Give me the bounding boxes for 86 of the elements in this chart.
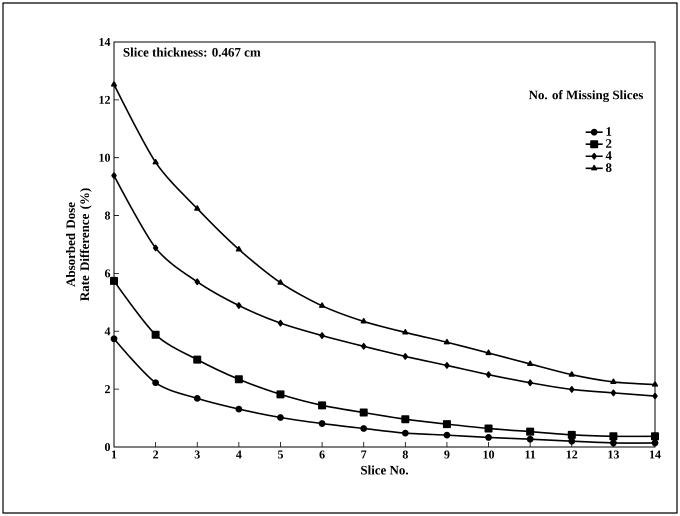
point: [194, 205, 200, 211]
point: [152, 158, 159, 164]
point: [569, 386, 575, 393]
y-tick-label: 10: [99, 154, 110, 162]
point: [360, 342, 366, 350]
point: [152, 379, 160, 386]
point: [111, 172, 117, 180]
legend-label: 2: [606, 139, 612, 148]
x-tick-label: 10: [484, 450, 494, 459]
y-tick-label: 0: [104, 442, 110, 452]
x-tick-label: 1: [112, 450, 116, 458]
point: [444, 362, 450, 369]
point: [527, 360, 534, 366]
y-tick-label: 8: [104, 212, 110, 220]
point: [444, 432, 450, 439]
point: [277, 414, 284, 421]
point: [610, 389, 616, 396]
point: [402, 353, 408, 360]
legend-title: No. of Missing Slices: [528, 90, 644, 102]
point: [568, 438, 576, 445]
point: [485, 350, 492, 356]
point: [193, 356, 202, 364]
legend-label: 1: [606, 127, 612, 136]
y-tick-label: 2: [105, 385, 110, 394]
x-tick-label: 14: [650, 450, 661, 458]
point: [485, 434, 492, 441]
point: [360, 318, 367, 324]
point: [401, 415, 410, 424]
point: [486, 371, 492, 378]
point: [652, 392, 658, 400]
legend-label: 8: [606, 163, 612, 172]
point: [652, 440, 658, 446]
point: [568, 371, 575, 377]
x-tick-label: 12: [566, 450, 578, 458]
point: [360, 425, 368, 432]
x-tick-label: 5: [278, 450, 284, 458]
point: [526, 436, 534, 443]
point: [194, 394, 201, 402]
y-tick-label: 6: [104, 269, 110, 278]
x-tick-label: 11: [525, 450, 536, 458]
point: [651, 432, 660, 440]
point: [319, 302, 326, 308]
legend-label: 4: [606, 151, 612, 160]
y-tick-label: 12: [99, 96, 110, 104]
point: [442, 420, 451, 428]
y-axis-title: Absorbed Dose Rate Difference (%): [66, 188, 92, 301]
point: [318, 420, 326, 427]
point: [110, 276, 118, 285]
point: [152, 330, 160, 339]
y-tick-label: 14: [99, 38, 110, 46]
x-axis-title: Slice No.: [361, 465, 408, 475]
x-tick-label: 8: [402, 450, 408, 459]
point: [568, 430, 576, 439]
point: [235, 406, 242, 412]
point: [484, 424, 493, 432]
point: [444, 338, 450, 344]
x-tick-label: 4: [236, 450, 242, 458]
point: [652, 381, 658, 387]
point: [318, 401, 326, 410]
y-tick-label: 4: [104, 327, 110, 336]
point: [402, 430, 409, 436]
point: [319, 332, 325, 340]
point: [234, 375, 243, 384]
point: [278, 320, 284, 327]
point: [277, 279, 284, 285]
point: [152, 244, 158, 252]
point: [360, 408, 368, 417]
point: [110, 335, 118, 342]
point: [402, 329, 408, 335]
x-tick-label: 6: [320, 450, 325, 459]
point: [276, 390, 284, 398]
point: [527, 379, 533, 386]
point: [609, 432, 618, 440]
point: [194, 278, 200, 286]
point: [610, 378, 616, 384]
x-tick-label: 7: [361, 450, 366, 458]
point: [236, 302, 242, 309]
x-tick-label: 13: [608, 450, 619, 459]
point: [110, 81, 118, 87]
x-tick-label: 2: [153, 450, 158, 458]
x-tick-label: 3: [194, 450, 200, 459]
annotation: Slice thickness: 0.467 cm: [124, 48, 260, 57]
point: [236, 246, 242, 252]
x-tick-label: 9: [444, 450, 450, 459]
point: [526, 428, 534, 436]
point: [610, 440, 617, 446]
